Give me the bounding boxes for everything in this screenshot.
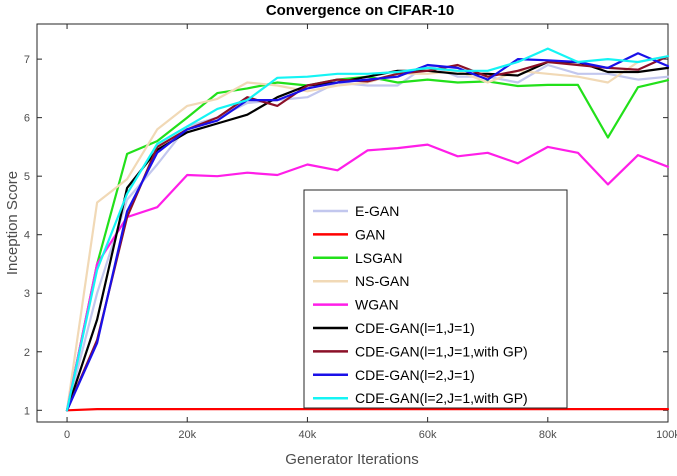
legend-label: CDE-GAN(l=1,J=1) (355, 320, 475, 336)
x-tick-label: 60k (419, 429, 437, 441)
series-line-cde-gan-l-2-j-1 (65, 52, 670, 412)
series-line-gan (65, 408, 670, 412)
x-tick-label: 100k (656, 429, 677, 441)
series-line-ns-gan (65, 55, 670, 412)
y-tick-label: 3 (24, 288, 30, 300)
legend: E-GAN GAN LSGAN NS-GAN WGAN CDE-GAN(l=1,J=1) C… (313, 203, 528, 406)
y-tick-label: 7 (24, 54, 30, 66)
legend-label: LSGAN (355, 250, 402, 266)
legend-label: CDE-GAN(l=2,J=1,with GP) (355, 390, 528, 406)
series-lines (65, 47, 670, 412)
x-tick-label: 80k (539, 429, 557, 441)
legend-label: WGAN (355, 297, 399, 313)
series-line-cde-gan-l-1-j-1-with-gp (65, 55, 670, 412)
y-axis-label: Inception Score (4, 171, 21, 275)
series-line-wgan (65, 143, 670, 412)
axis-ticks: 0 20k 40k 60k 80k 100k 1 2 3 4 5 6 7 (24, 24, 677, 441)
legend-label: CDE-GAN(l=1,J=1,with GP) (355, 343, 528, 359)
series-line-cde-gan-l-2-j-1-with-gp (65, 47, 670, 412)
y-tick-label: 5 (24, 171, 30, 183)
y-tick-label: 4 (24, 230, 30, 242)
x-tick-label: 40k (299, 429, 317, 441)
x-tick-label: 0 (64, 429, 70, 441)
x-axis-label: Generator Iterations (285, 451, 418, 468)
y-tick-label: 1 (24, 405, 30, 417)
legend-box (303, 189, 568, 409)
chart-title: Convergence on CIFAR-10 (266, 2, 454, 19)
series-line-e-gan (65, 63, 670, 412)
y-tick-label: 2 (24, 347, 30, 359)
legend-label: NS-GAN (355, 273, 409, 289)
x-tick-label: 20k (178, 429, 196, 441)
y-tick-label: 6 (24, 113, 30, 125)
legend-label: GAN (355, 226, 385, 242)
legend-label: CDE-GAN(l=2,J=1) (355, 367, 475, 383)
legend-label: E-GAN (355, 203, 399, 219)
